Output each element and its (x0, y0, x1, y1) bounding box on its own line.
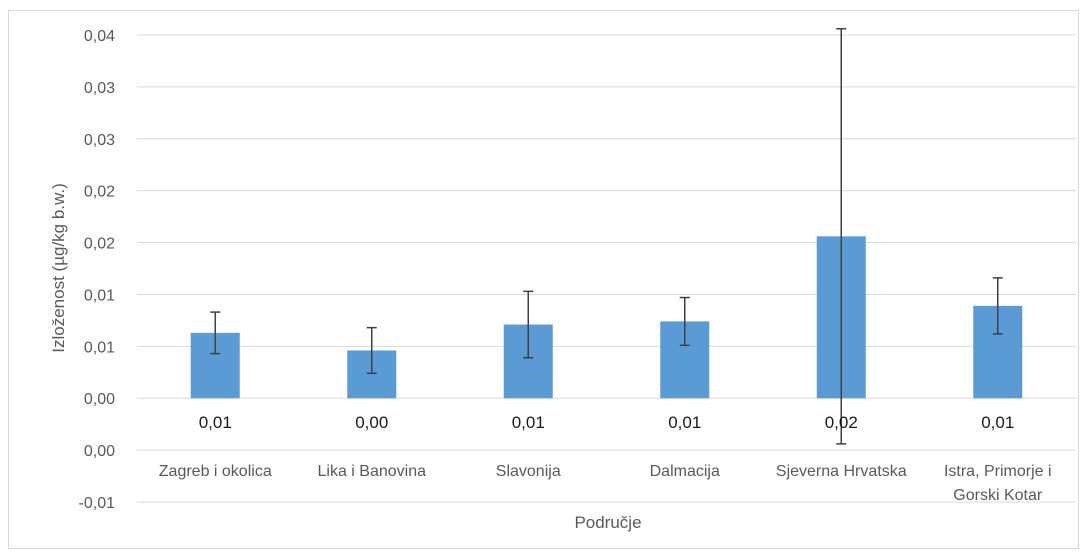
data-label: 0,01 (981, 413, 1014, 432)
x-axis-title: Područje (574, 513, 641, 532)
y-tick-label: 0,00 (84, 391, 115, 408)
data-label: 0,01 (668, 413, 701, 432)
y-tick-label: 0,00 (84, 443, 115, 460)
category-label: Zagreb i okolica (159, 463, 272, 480)
gridlines (137, 34, 1076, 503)
y-tick-label: -0,01 (79, 495, 116, 512)
category-label: Istra, Primorje i (944, 463, 1052, 480)
data-label: 0,00 (355, 413, 388, 432)
data-label: 0,01 (199, 413, 232, 432)
y-axis-ticks: -0,01 0,00 0,00 0,01 0,01 0,02 0,02 0,03 0,03 0,0… (79, 28, 116, 512)
y-tick-label: 0,02 (84, 184, 115, 201)
y-tick-label: 0,03 (84, 132, 115, 149)
y-tick-label: 0,02 (84, 236, 115, 253)
chart-area (8, 10, 1079, 549)
category-label: Gorski Kotar (953, 487, 1043, 504)
y-tick-label: 0,01 (84, 339, 115, 356)
data-label: 0,02 (825, 413, 858, 432)
bars (190, 236, 1023, 399)
y-axis-title: Izloženost (µg/kg b.w.) (49, 183, 68, 352)
y-tick-label: 0,03 (84, 80, 115, 97)
data-labels: 0,01 0,00 0,01 0,01 0,02 0,01 (199, 413, 1015, 432)
category-label: Slavonija (496, 463, 561, 480)
data-label: 0,01 (512, 413, 545, 432)
y-tick-label: 0,04 (84, 28, 115, 45)
category-label: Sjeverna Hrvatska (776, 463, 907, 480)
x-axis-categories: Zagreb i okolica Lika i Banovina Slavonija… (159, 463, 1052, 504)
category-label: Dalmacija (650, 463, 720, 480)
category-label: Lika i Banovina (317, 463, 426, 480)
y-tick-label: 0,01 (84, 287, 115, 304)
error-bars (210, 28, 1003, 445)
